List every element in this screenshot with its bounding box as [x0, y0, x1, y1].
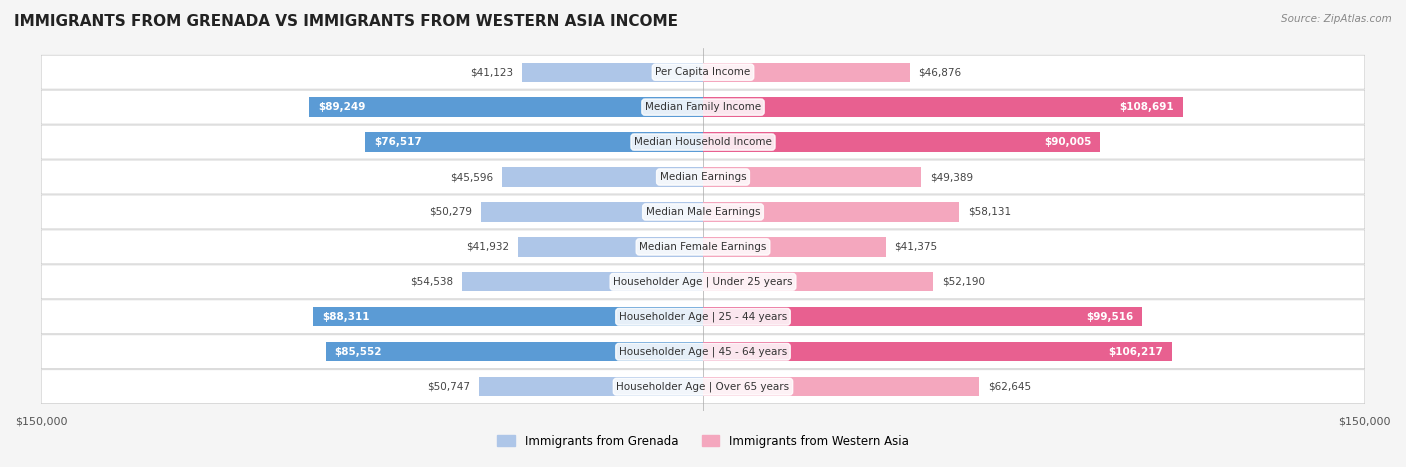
- Bar: [463, 272, 703, 291]
- Text: Median Family Income: Median Family Income: [645, 102, 761, 112]
- Legend: Immigrants from Grenada, Immigrants from Western Asia: Immigrants from Grenada, Immigrants from…: [492, 430, 914, 453]
- Bar: [522, 63, 703, 82]
- Text: $41,375: $41,375: [894, 242, 938, 252]
- Text: $106,217: $106,217: [1108, 347, 1163, 357]
- FancyBboxPatch shape: [41, 370, 1365, 403]
- FancyBboxPatch shape: [41, 300, 1365, 334]
- Text: $58,131: $58,131: [969, 207, 1011, 217]
- Bar: [517, 237, 703, 256]
- Bar: [703, 237, 886, 256]
- FancyBboxPatch shape: [41, 230, 1365, 264]
- Text: IMMIGRANTS FROM GRENADA VS IMMIGRANTS FROM WESTERN ASIA INCOME: IMMIGRANTS FROM GRENADA VS IMMIGRANTS FR…: [14, 14, 678, 29]
- Bar: [326, 342, 703, 361]
- Text: $99,516: $99,516: [1085, 312, 1133, 322]
- Bar: [703, 133, 1099, 152]
- FancyBboxPatch shape: [41, 160, 1365, 194]
- Bar: [703, 167, 921, 187]
- Text: $45,596: $45,596: [450, 172, 494, 182]
- Bar: [314, 307, 703, 326]
- Bar: [703, 98, 1182, 117]
- Text: $62,645: $62,645: [988, 382, 1032, 392]
- Text: $90,005: $90,005: [1043, 137, 1091, 147]
- Text: $89,249: $89,249: [318, 102, 366, 112]
- Bar: [703, 307, 1142, 326]
- Bar: [309, 98, 703, 117]
- FancyBboxPatch shape: [41, 265, 1365, 299]
- FancyBboxPatch shape: [41, 55, 1365, 89]
- Bar: [703, 377, 980, 396]
- Text: $41,123: $41,123: [470, 67, 513, 77]
- Text: Source: ZipAtlas.com: Source: ZipAtlas.com: [1281, 14, 1392, 24]
- Bar: [703, 63, 910, 82]
- Text: $41,932: $41,932: [465, 242, 509, 252]
- Text: Median Earnings: Median Earnings: [659, 172, 747, 182]
- Bar: [703, 272, 934, 291]
- FancyBboxPatch shape: [41, 125, 1365, 159]
- Text: $88,311: $88,311: [322, 312, 370, 322]
- Text: Median Household Income: Median Household Income: [634, 137, 772, 147]
- Text: Per Capita Income: Per Capita Income: [655, 67, 751, 77]
- FancyBboxPatch shape: [41, 90, 1365, 124]
- Text: Householder Age | 45 - 64 years: Householder Age | 45 - 64 years: [619, 347, 787, 357]
- FancyBboxPatch shape: [41, 335, 1365, 368]
- Bar: [366, 133, 703, 152]
- Text: $52,190: $52,190: [942, 277, 986, 287]
- Text: $54,538: $54,538: [411, 277, 454, 287]
- Bar: [703, 202, 959, 221]
- Text: Median Male Earnings: Median Male Earnings: [645, 207, 761, 217]
- Bar: [479, 377, 703, 396]
- Text: $49,389: $49,389: [929, 172, 973, 182]
- Text: $46,876: $46,876: [918, 67, 962, 77]
- Text: $50,747: $50,747: [427, 382, 470, 392]
- Text: Householder Age | Over 65 years: Householder Age | Over 65 years: [616, 382, 790, 392]
- Bar: [502, 167, 703, 187]
- Text: Householder Age | Under 25 years: Householder Age | Under 25 years: [613, 276, 793, 287]
- FancyBboxPatch shape: [41, 195, 1365, 229]
- Text: $50,279: $50,279: [429, 207, 472, 217]
- Bar: [703, 342, 1171, 361]
- Text: $85,552: $85,552: [335, 347, 382, 357]
- Text: $108,691: $108,691: [1119, 102, 1174, 112]
- Text: Median Female Earnings: Median Female Earnings: [640, 242, 766, 252]
- Bar: [481, 202, 703, 221]
- Text: Householder Age | 25 - 44 years: Householder Age | 25 - 44 years: [619, 311, 787, 322]
- Text: $76,517: $76,517: [374, 137, 422, 147]
